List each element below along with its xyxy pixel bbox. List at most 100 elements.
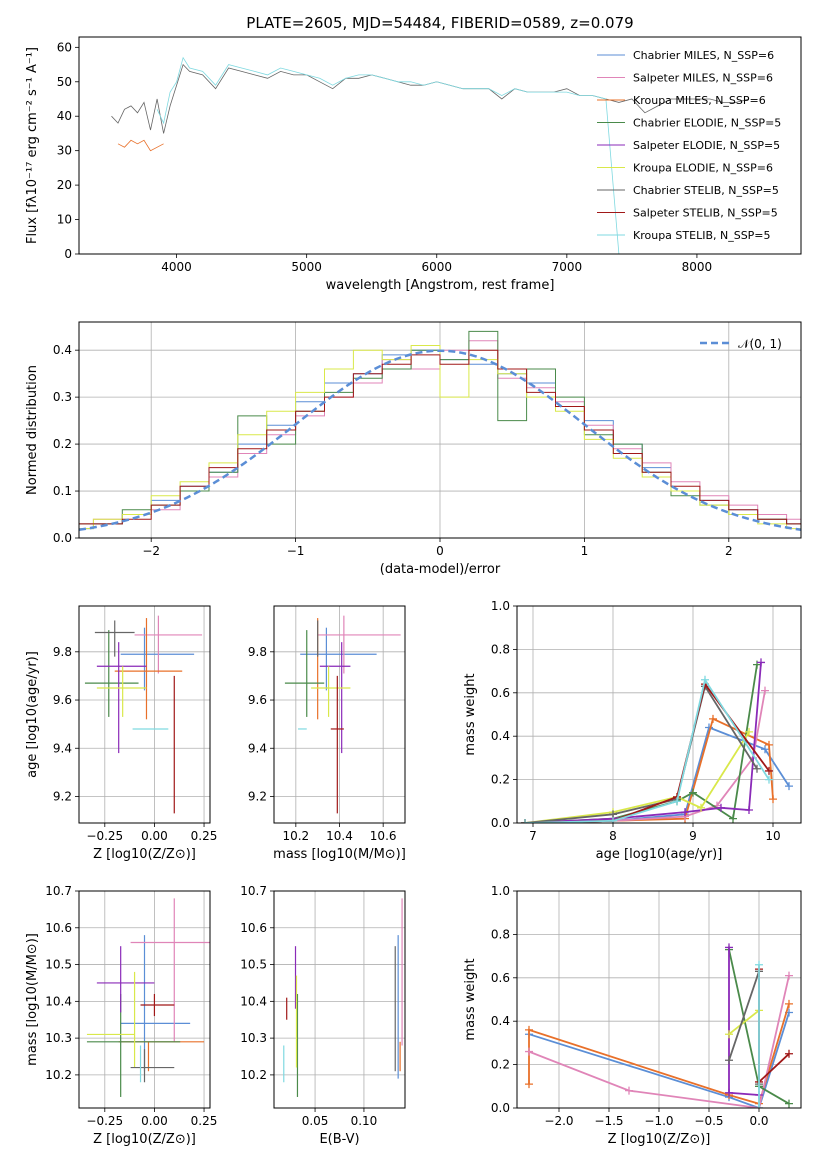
plot-area bbox=[86, 898, 210, 1097]
weight-marker bbox=[521, 819, 529, 823]
y-tick-label: 9.8 bbox=[248, 645, 267, 659]
x-axis-label: E(B-V) bbox=[319, 1132, 359, 1147]
x-axis-label: wavelength [Angstrom, rest frame] bbox=[326, 278, 555, 293]
weight-line bbox=[528, 1012, 790, 1108]
y-tick-label: 1.0 bbox=[491, 599, 510, 613]
x-tick-label: 10.4 bbox=[326, 829, 353, 843]
weight-marker bbox=[745, 727, 753, 736]
y-tick-label: 9.4 bbox=[248, 741, 267, 755]
y-tick-label: 10.2 bbox=[240, 1068, 267, 1082]
y-tick-label: 10.4 bbox=[240, 994, 267, 1008]
weight-marker bbox=[765, 775, 773, 784]
x-tick-label: 0.25 bbox=[191, 1114, 218, 1128]
plot-area bbox=[521, 658, 793, 823]
normal-curve bbox=[79, 349, 801, 532]
y-tick-label: 0.6 bbox=[491, 971, 510, 985]
weight-marker bbox=[609, 816, 617, 823]
y-tick-label: 10.5 bbox=[240, 958, 267, 972]
axes-frame bbox=[78, 36, 802, 255]
legend-label: Salpeter ELODIE, N_SSP=5 bbox=[633, 139, 780, 152]
weight-marker bbox=[761, 686, 769, 695]
weight-line bbox=[524, 682, 770, 823]
x-tick-label: 7000 bbox=[552, 260, 583, 274]
y-tick-label: 10.2 bbox=[45, 1068, 72, 1082]
y-tick-label: 10.7 bbox=[240, 884, 267, 898]
legend-label: Salpeter MILES, N_SSP=6 bbox=[633, 72, 773, 85]
weight-marker bbox=[785, 1049, 793, 1058]
y-tick-label: 10.5 bbox=[45, 958, 72, 972]
x-tick-label: 9 bbox=[689, 829, 697, 843]
x-axis-label: Z [log10(Z/Z⊙)] bbox=[608, 1132, 711, 1147]
y-tick-label: 0.3 bbox=[53, 390, 72, 404]
weight-marker bbox=[785, 999, 793, 1008]
weight-marker bbox=[725, 1056, 733, 1065]
weight-line bbox=[524, 677, 770, 823]
weight-marker bbox=[625, 1086, 633, 1095]
panel-spectrum: 4000 5000 6000 7000 8000 0 10 20 30 40 50 60 wavelen… bbox=[25, 36, 802, 293]
x-tick-label: 4000 bbox=[161, 260, 192, 274]
y-tick-label: 9.6 bbox=[248, 693, 267, 707]
y-axis-label: age [log10(age/yr)] bbox=[25, 651, 40, 778]
y-tick-label: 0.6 bbox=[491, 686, 510, 700]
x-axis-label: Z [log10(Z/Z⊙)] bbox=[93, 847, 196, 862]
x-tick-label: 8000 bbox=[682, 260, 713, 274]
weight-marker bbox=[717, 803, 725, 812]
weight-marker bbox=[725, 943, 733, 952]
x-axis-label: mass [log10(M/M⊙)] bbox=[273, 847, 406, 862]
axes-frame bbox=[78, 321, 802, 539]
panel-mass_vs_Z: −0.25 0.00 0.25 10.2 10.3 10.4 10.5 10.6 10.7 Z [… bbox=[25, 884, 217, 1147]
y-tick-label: 0.1 bbox=[53, 484, 72, 498]
weight-marker bbox=[525, 1047, 533, 1056]
plot-area bbox=[283, 898, 403, 1097]
panel-weight_vs_Z: −2.0 −1.5 −1.0 −0.5 0.0 0.0 0.2 0.4 0.6 0.8 1.0 Z [… bbox=[463, 884, 802, 1147]
y-tick-label: 10 bbox=[57, 213, 72, 227]
axes-frame bbox=[78, 605, 211, 824]
axes-frame bbox=[516, 605, 802, 824]
x-tick-label: −1 bbox=[287, 544, 305, 558]
plot-area bbox=[525, 943, 793, 1108]
y-tick-label: 0.4 bbox=[491, 1014, 510, 1028]
x-axis-label: age [log10(age/yr)] bbox=[596, 847, 723, 862]
panel-weight_vs_age: 7 8 9 10 0.0 0.2 0.4 0.6 0.8 1.0 age [log10(age/yr… bbox=[463, 599, 802, 862]
weight-marker bbox=[755, 960, 763, 969]
y-tick-label: 0.8 bbox=[491, 927, 510, 941]
axes-frame bbox=[516, 890, 802, 1109]
y-tick-label: 10.7 bbox=[45, 884, 72, 898]
y-tick-label: 20 bbox=[57, 178, 72, 192]
panel-age_vs_mass: 10.2 10.4 10.6 9.2 9.4 9.6 9.8 mass [log10(M/M⊙… bbox=[248, 605, 406, 862]
legend-label: Salpeter STELIB, N_SSP=5 bbox=[633, 207, 778, 220]
x-tick-label: 10.6 bbox=[370, 829, 397, 843]
x-tick-label: −2.0 bbox=[544, 1114, 573, 1128]
weight-marker bbox=[729, 814, 737, 823]
histogram-step bbox=[79, 345, 801, 530]
x-tick-label: −2 bbox=[142, 544, 160, 558]
x-tick-label: 10.2 bbox=[282, 829, 309, 843]
legend-label: Chabrier ELODIE, N_SSP=5 bbox=[633, 117, 781, 130]
weight-marker bbox=[765, 766, 773, 775]
legend-label: Chabrier MILES, N_SSP=6 bbox=[633, 49, 774, 62]
weight-marker bbox=[785, 782, 793, 791]
spectrum-line bbox=[117, 139, 164, 152]
x-tick-label: 0.10 bbox=[351, 1114, 378, 1128]
axes-frame bbox=[273, 605, 406, 824]
y-axis-label: mass weight bbox=[463, 958, 478, 1040]
weight-line bbox=[728, 1009, 760, 1035]
x-tick-label: 7 bbox=[529, 829, 537, 843]
figure-title: PLATE=2605, MJD=54484, FIBERID=0589, z=0… bbox=[246, 14, 633, 32]
y-tick-label: 0.4 bbox=[491, 729, 510, 743]
x-tick-label: −1.5 bbox=[594, 1114, 623, 1128]
y-tick-label: 9.4 bbox=[53, 741, 72, 755]
legend-label: Chabrier STELIB, N_SSP=5 bbox=[633, 184, 779, 197]
y-tick-label: 0.2 bbox=[491, 1058, 510, 1072]
y-tick-label: 40 bbox=[57, 109, 72, 123]
y-tick-label: 10.4 bbox=[45, 994, 72, 1008]
y-tick-label: 10.6 bbox=[240, 921, 267, 935]
y-tick-label: 50 bbox=[57, 75, 72, 89]
x-tick-label: 2 bbox=[725, 544, 733, 558]
y-axis-label: Normed distribution bbox=[25, 365, 40, 495]
x-tick-label: 0.00 bbox=[141, 1114, 168, 1128]
y-tick-label: 9.2 bbox=[248, 789, 267, 803]
weight-marker bbox=[753, 764, 761, 773]
legend: 𝒩(0, 1) bbox=[700, 337, 782, 351]
y-tick-label: 0.0 bbox=[53, 531, 72, 545]
